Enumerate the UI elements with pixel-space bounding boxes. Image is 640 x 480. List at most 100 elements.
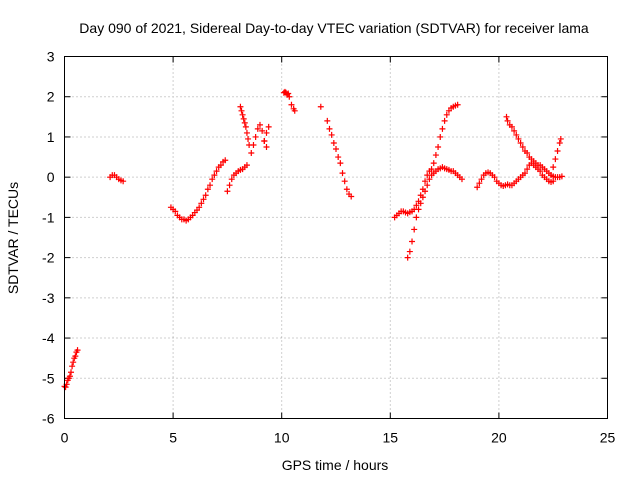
data-point-marker <box>200 196 207 203</box>
data-point-marker <box>339 170 346 177</box>
data-point-marker <box>524 166 531 173</box>
y-tick-label: -4 <box>42 330 55 346</box>
y-axis-label: SDTVAR / TECUs <box>5 182 21 294</box>
series-sat-k <box>474 160 557 191</box>
data-point-marker <box>261 137 268 144</box>
data-point-marker <box>324 117 331 124</box>
data-point-marker <box>172 208 179 215</box>
data-point-marker <box>263 129 270 136</box>
data-point-marker <box>288 101 295 108</box>
data-point-marker <box>406 248 413 255</box>
y-tick-label: -6 <box>42 411 55 427</box>
data-point-marker <box>415 206 422 213</box>
data-point-marker <box>252 133 259 140</box>
data-point-marker <box>430 160 437 167</box>
data-point-marker <box>511 127 518 134</box>
data-point-marker <box>409 238 416 245</box>
data-point-marker <box>224 188 231 195</box>
data-point-marker <box>424 182 431 189</box>
y-tick-label: 2 <box>47 89 55 105</box>
data-point-marker <box>476 180 483 187</box>
data-point-marker <box>348 193 355 200</box>
data-point-marker <box>435 144 442 150</box>
data-point-marker <box>291 107 298 114</box>
data-point-marker <box>552 156 559 163</box>
data-point-marker <box>432 152 439 159</box>
data-point-marker <box>515 135 522 142</box>
series-sat-h <box>317 103 355 200</box>
x-tick-label: 5 <box>169 430 177 446</box>
x-axis-label: GPS time / hours <box>282 457 389 473</box>
data-point-marker <box>458 176 465 183</box>
data-point-marker <box>521 170 528 177</box>
x-tick-labels: 0 5 10 15 20 25 <box>61 430 616 446</box>
y-tick-label: 0 <box>47 169 55 185</box>
data-point-marker <box>443 111 450 118</box>
data-point-marker <box>337 160 344 167</box>
data-point-marker <box>245 135 252 142</box>
data-point-marker <box>256 121 263 128</box>
data-point-marker <box>333 146 339 153</box>
y-tick-label: 1 <box>47 129 55 145</box>
data-point-marker <box>478 176 485 183</box>
data-point-marker <box>285 90 292 97</box>
chart-title: Day 090 of 2021, Sidereal Day-to-day VTE… <box>79 20 589 36</box>
data-point-marker <box>196 204 203 211</box>
data-point-marker <box>428 166 435 173</box>
data-point-marker <box>120 178 127 185</box>
data-point-marker <box>439 125 446 132</box>
data-point-marker <box>259 127 266 134</box>
y-tick-labels: -6 -5 -4 -3 -2 -1 0 1 2 3 <box>42 49 55 427</box>
data-point-marker <box>503 113 510 120</box>
series-sat-e <box>237 103 270 157</box>
data-point-marker <box>222 157 229 164</box>
data-point-marker <box>204 186 211 193</box>
data-point-marker <box>207 182 214 189</box>
data-point-marker <box>241 119 248 126</box>
data-point-marker <box>265 123 272 130</box>
data-point-marker <box>263 144 270 150</box>
data-point-marker <box>202 192 209 199</box>
data-point-marker <box>254 125 261 132</box>
data-point-marker <box>426 176 433 183</box>
data-point-marker <box>504 117 511 124</box>
data-point-marker <box>343 186 350 193</box>
series-sat-d <box>224 162 250 195</box>
data-point-marker <box>68 369 75 376</box>
x-tick-label: 0 <box>61 430 69 446</box>
data-point-marker <box>228 176 235 183</box>
data-point-marker <box>66 373 73 380</box>
series-sat-g <box>280 88 298 114</box>
data-point-marker <box>248 150 255 157</box>
grid-layer <box>64 56 608 419</box>
data-point-marker <box>441 117 448 124</box>
data-point-marker <box>239 111 246 118</box>
data-point-marker <box>217 162 224 169</box>
data-point-marker <box>238 107 245 114</box>
y-tick-label: -1 <box>42 209 55 225</box>
series-sat-f <box>261 123 272 144</box>
data-point-marker <box>508 123 515 130</box>
data-point-marker <box>72 353 79 360</box>
data-point-marker <box>341 178 348 185</box>
series-sat-l <box>503 113 565 181</box>
data-point-marker <box>330 139 337 146</box>
data-point-marker <box>335 154 342 161</box>
data-point-marker <box>413 202 420 209</box>
data-point-marker <box>557 135 564 142</box>
data-point-marker <box>240 115 247 122</box>
data-point-marker <box>437 133 444 140</box>
data-point-marker <box>226 182 233 189</box>
data-point-marker <box>69 363 76 370</box>
data-point-marker <box>404 254 411 261</box>
y-tick-label: 3 <box>47 49 55 65</box>
x-tick-label: 20 <box>491 430 507 446</box>
data-point-marker <box>537 168 544 175</box>
data-point-marker <box>491 174 498 181</box>
data-point-marker <box>62 384 69 391</box>
data-point-marker <box>211 172 218 179</box>
data-point-marker <box>209 176 216 183</box>
series-sat-m <box>548 135 564 179</box>
data-point-marker <box>517 139 524 146</box>
